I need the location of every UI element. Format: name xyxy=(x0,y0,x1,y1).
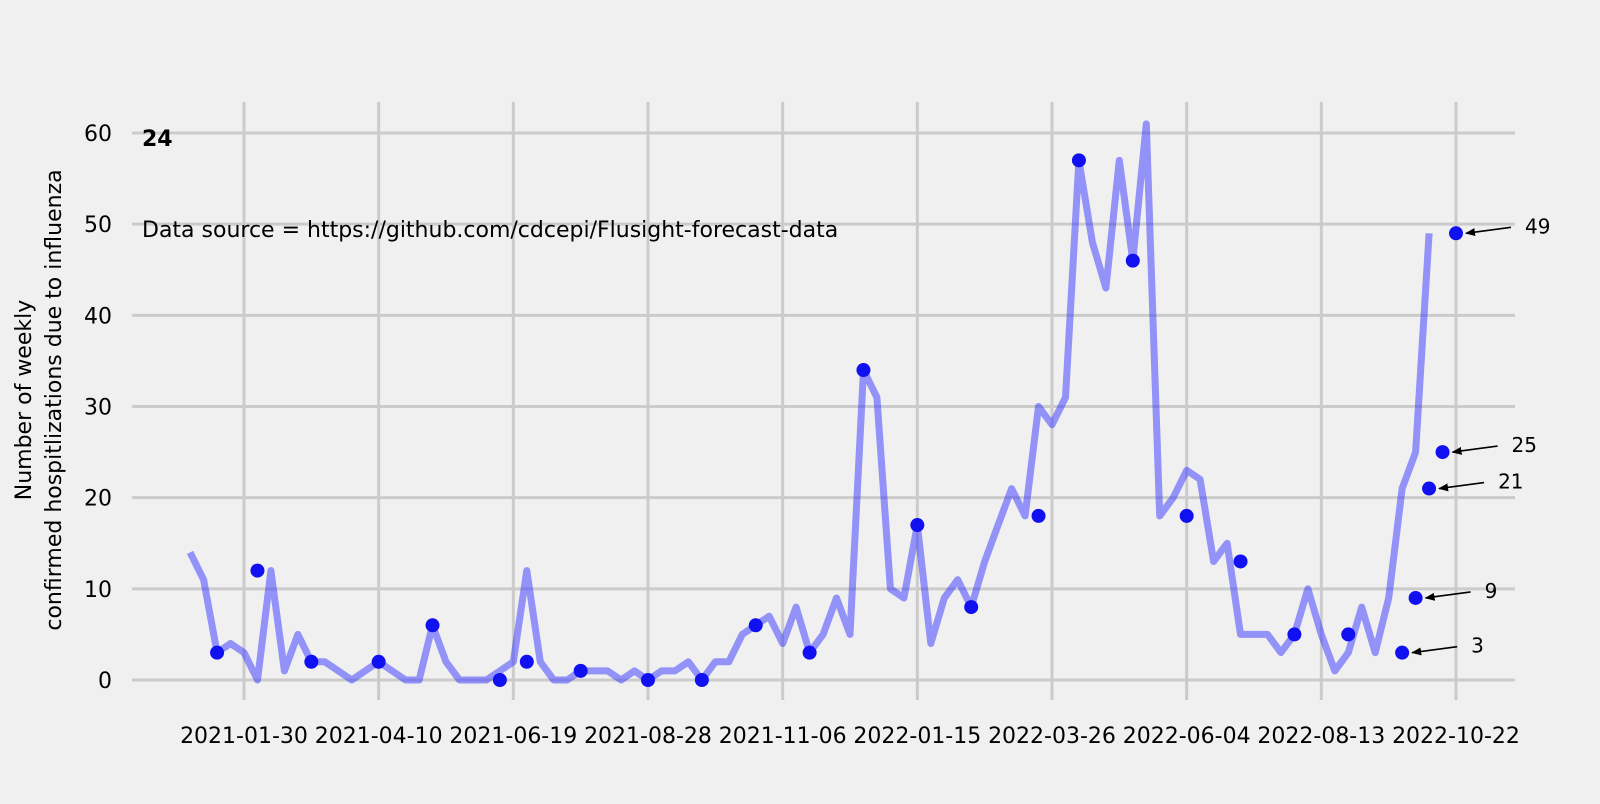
data-point-marker xyxy=(1071,153,1086,168)
y-tick-label: 60 xyxy=(84,122,112,147)
annotation-label: 9 xyxy=(1485,579,1498,603)
x-tick-label: 2022-03-26 xyxy=(988,724,1116,749)
annotation-label: 49 xyxy=(1525,214,1550,238)
data-source-note: Data source = https://github.com/cdcepi/… xyxy=(142,218,838,243)
x-tick-label: 2021-08-28 xyxy=(584,724,712,749)
data-point-marker xyxy=(304,654,319,669)
data-point-marker xyxy=(1341,627,1356,642)
data-point-marker xyxy=(1233,554,1248,569)
x-tick-label: 2021-06-19 xyxy=(449,724,577,749)
data-point-marker xyxy=(1287,627,1302,642)
annotations: 49 25 21 9 3 xyxy=(1411,214,1550,658)
y-axis-label: Number of weekly confirmed hospitlization… xyxy=(12,169,67,630)
series-line xyxy=(186,120,1433,684)
axes: 0 10 20 30 40 50 60 2021-01-30 2021-04-10 2021-06… xyxy=(12,122,1520,749)
chart-title: 24 xyxy=(142,127,173,152)
data-point-marker xyxy=(694,673,709,687)
markers xyxy=(210,153,1463,687)
data-point-marker xyxy=(1408,590,1423,605)
data-point-marker xyxy=(1031,508,1046,523)
x-tick-label: 2022-10-22 xyxy=(1392,724,1520,749)
data-point-marker xyxy=(573,663,588,678)
data-point-marker xyxy=(1179,508,1194,523)
y-tick-label: 10 xyxy=(84,578,112,603)
data-point-marker xyxy=(641,673,655,687)
data-point-marker xyxy=(250,563,265,578)
y-tick-label: 40 xyxy=(84,304,112,329)
data-point-marker xyxy=(802,645,817,660)
annotation-arrow xyxy=(1451,445,1498,455)
data-point-marker xyxy=(492,673,507,687)
data-point-marker xyxy=(1435,445,1450,460)
annotation-label: 3 xyxy=(1471,634,1484,658)
data-point-marker xyxy=(910,518,925,533)
data-point-marker xyxy=(856,363,871,378)
x-tick-label: 2022-08-13 xyxy=(1257,724,1385,749)
data-point-marker xyxy=(519,654,534,669)
annotation-arrow xyxy=(1424,591,1471,601)
annotation-label: 25 xyxy=(1512,433,1537,457)
y-tick-label: 20 xyxy=(84,487,112,512)
data-point-marker xyxy=(748,618,763,633)
series-polyline xyxy=(186,120,1433,684)
data-point-marker xyxy=(210,645,225,660)
x-tick-label: 2021-01-30 xyxy=(180,724,308,749)
data-point-marker xyxy=(1395,645,1410,660)
x-tick-label: 2021-11-06 xyxy=(719,724,847,749)
data-point-marker xyxy=(371,654,386,669)
data-point-marker xyxy=(1422,481,1437,496)
x-tick-label: 2021-04-10 xyxy=(315,724,443,749)
y-tick-label: 0 xyxy=(98,669,112,694)
data-point-marker xyxy=(1449,226,1463,241)
annotation-arrow xyxy=(1465,226,1512,237)
annotation-arrow xyxy=(1438,481,1485,492)
y-tick-label: 30 xyxy=(84,396,112,421)
grid xyxy=(132,102,1515,700)
data-point-marker xyxy=(964,600,979,615)
data-point-marker xyxy=(1125,253,1140,268)
annotation-arrow xyxy=(1411,645,1458,656)
annotation-label: 21 xyxy=(1498,470,1523,494)
x-tick-label: 2022-01-15 xyxy=(853,724,981,749)
x-tick-label: 2022-06-04 xyxy=(1123,724,1251,749)
data-point-marker xyxy=(425,618,440,633)
y-tick-label: 50 xyxy=(84,213,112,238)
